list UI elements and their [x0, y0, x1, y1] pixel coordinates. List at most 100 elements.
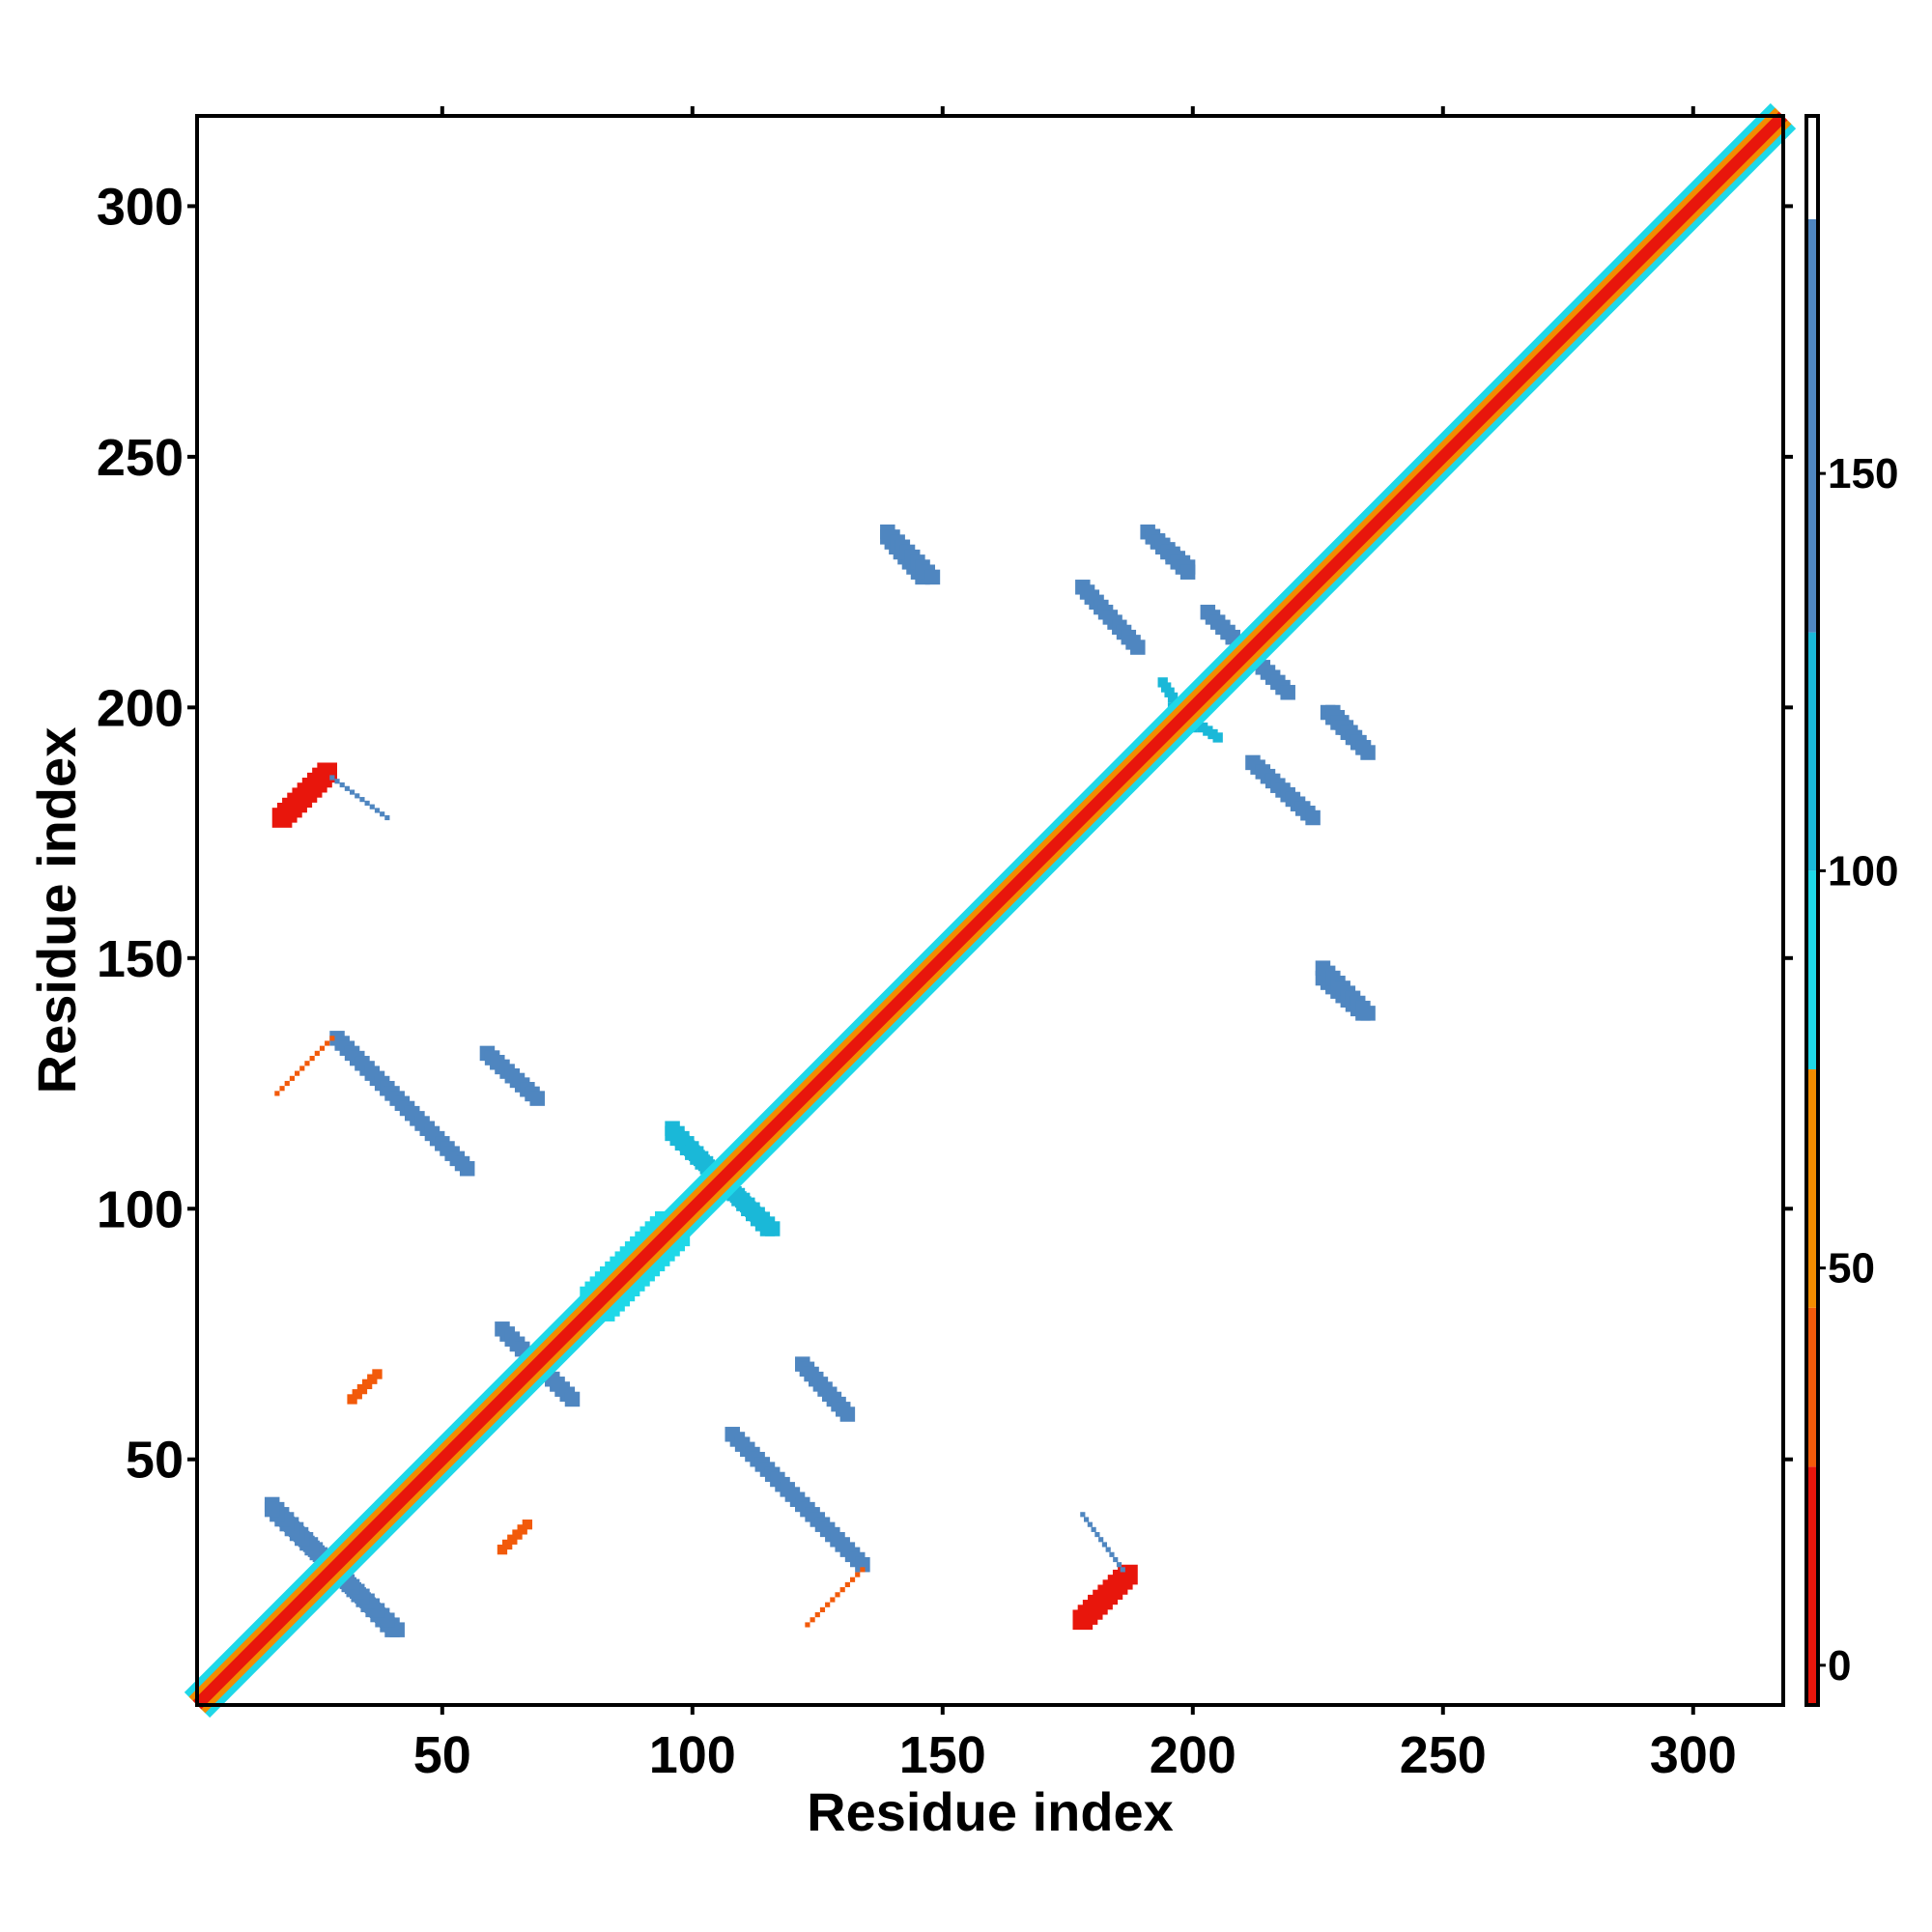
contact-cell: [334, 779, 340, 784]
colorbar-band: [1806, 116, 1818, 219]
contact-cell: [1130, 639, 1146, 655]
contact-cell: [304, 1061, 310, 1066]
contact-cell: [819, 1606, 826, 1612]
contact-cell: [1084, 1517, 1090, 1522]
y-tick-label: 300: [97, 178, 184, 236]
contact-cell: [814, 1612, 820, 1618]
contact-cell: [367, 1374, 378, 1384]
contact-patch: [1080, 1512, 1125, 1573]
contact-cell: [1101, 1542, 1108, 1548]
colorbar-tick-label: 50: [1828, 1245, 1875, 1293]
x-axis: 50 100 150 200 250 300: [413, 106, 1737, 1784]
contact-patch: [271, 762, 338, 828]
contact-cell: [844, 1581, 850, 1588]
diagonal-band: [192, 111, 1788, 1710]
contact-patch: [1245, 754, 1321, 826]
contact-cell: [279, 1086, 285, 1092]
contact-cell: [1098, 1537, 1104, 1543]
contact-cell: [459, 1161, 475, 1177]
contact-cell: [349, 789, 355, 795]
x-tick-label: 300: [1650, 1726, 1737, 1784]
y-tick-label: 250: [97, 429, 184, 487]
contact-cell: [825, 1602, 831, 1607]
contact-patch: [497, 1520, 533, 1555]
contact-cell: [517, 1524, 527, 1535]
contact-patch: [347, 1369, 383, 1405]
y-tick-label: 200: [97, 679, 184, 737]
contact-cell: [512, 1529, 523, 1540]
contact-patch: [805, 1567, 866, 1628]
contact-cell: [1355, 740, 1371, 755]
y-tick-label: 100: [97, 1180, 184, 1238]
contact-cell: [805, 1622, 810, 1628]
contact-cell: [1197, 722, 1208, 733]
contact-cell: [384, 814, 390, 821]
contact-cell: [356, 1383, 368, 1395]
contact-cell: [835, 1592, 840, 1598]
contact-cell: [299, 1065, 305, 1071]
contact-cell: [380, 811, 385, 817]
x-tick-label: 200: [1150, 1726, 1236, 1784]
contact-cell: [1109, 1551, 1115, 1557]
contact-cell: [1305, 810, 1321, 826]
contact-cell: [1087, 1521, 1093, 1527]
contact-patch: [479, 1045, 545, 1106]
contact-patch: [795, 1356, 856, 1422]
contact-patch: [1315, 960, 1376, 1021]
contact-cell: [1160, 682, 1172, 693]
contact-cell: [364, 800, 370, 806]
contact-cell: [352, 1389, 362, 1400]
x-tick-label: 100: [649, 1726, 736, 1784]
contact-patch: [329, 1031, 475, 1177]
contact-cell: [369, 804, 375, 810]
contact-cell: [1080, 1512, 1086, 1518]
y-tick-label: 50: [126, 1432, 184, 1490]
colorbar-band: [1806, 870, 1818, 1069]
contact-cell: [501, 1539, 513, 1550]
plot-area: [184, 102, 1797, 1719]
contact-patch: [1320, 704, 1371, 755]
contact-cell: [329, 775, 335, 781]
contact-cell: [497, 1544, 508, 1555]
contact-cell: [1157, 677, 1168, 688]
colorbar-band: [1806, 1069, 1818, 1308]
contact-cell: [1120, 1567, 1125, 1573]
contact-cell: [274, 1091, 280, 1096]
contact-cell: [860, 1567, 866, 1573]
contact-cell: [264, 1501, 280, 1518]
contact-patch: [274, 1036, 335, 1096]
contact-cell: [764, 1221, 781, 1236]
x-tick-label: 250: [1400, 1726, 1487, 1784]
contact-cell: [839, 1587, 845, 1593]
contact-cell: [1360, 1006, 1376, 1021]
contact-cell: [1091, 1526, 1096, 1532]
contact-cell: [289, 1075, 295, 1081]
plot-frame: [195, 114, 1785, 1707]
colorbar-tick-label: 150: [1828, 450, 1898, 497]
contact-cell: [347, 1394, 357, 1405]
colorbar-band: [1806, 632, 1818, 871]
contact-cell: [1105, 1547, 1111, 1552]
colorbar: 0 50 100 150: [1804, 114, 1898, 1707]
contact-cell: [329, 1036, 335, 1041]
contact-cell: [855, 1556, 870, 1573]
contact-patch: [264, 1501, 405, 1637]
contact-cell: [1113, 1556, 1119, 1563]
contact-patch: [1145, 529, 1196, 580]
contact-cell: [1280, 685, 1295, 700]
colorbar-band: [1806, 1466, 1818, 1705]
contact-cell: [810, 1617, 815, 1623]
x-axis-label: Residue index: [807, 1781, 1174, 1842]
contact-cell: [507, 1534, 518, 1545]
x-tick-label: 150: [899, 1726, 986, 1784]
contact-cell: [372, 1369, 383, 1379]
colorbar-frame: [1804, 114, 1820, 1707]
contact-cell: [522, 1520, 533, 1530]
contact-cell: [339, 781, 345, 788]
contact-cell: [284, 1080, 290, 1087]
contact-cell: [374, 808, 381, 813]
contact-patch: [329, 775, 390, 821]
contact-patch: [1075, 580, 1146, 655]
contact-cell: [1179, 564, 1196, 580]
